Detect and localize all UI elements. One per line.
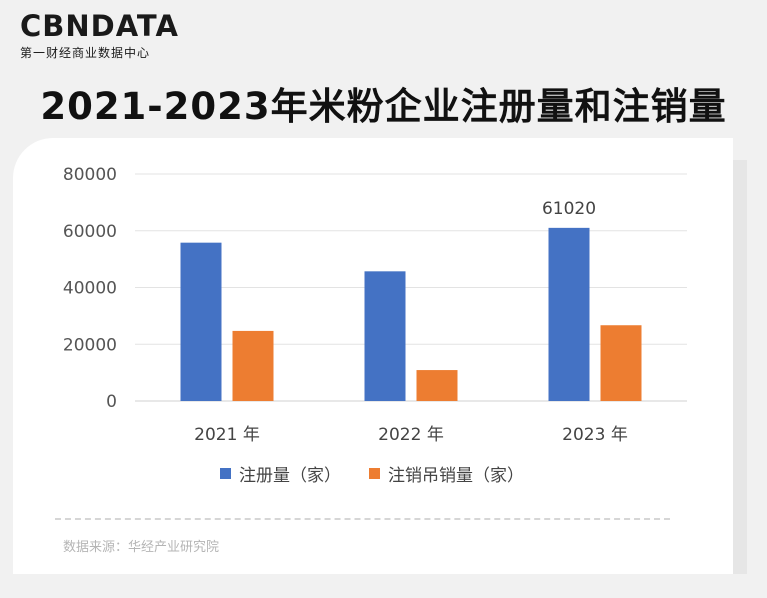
x-tick-label: 2023 年 <box>562 425 628 445</box>
y-tick-label: 0 <box>106 392 117 412</box>
y-tick-label: 20000 <box>63 335 117 355</box>
y-tick-label: 60000 <box>63 222 117 242</box>
brand-logo: CBNDATA 第一财经商业数据中心 <box>20 10 179 61</box>
data-label: 61020 <box>542 199 596 219</box>
y-tick-label: 80000 <box>63 165 117 185</box>
legend-item-cancelled: 注销吊销量（家） <box>369 461 524 486</box>
brand-tagline: 第一财经商业数据中心 <box>20 46 151 60</box>
bar-registered <box>364 271 406 401</box>
bar-cancelled <box>600 325 642 401</box>
bar-cancelled <box>416 370 458 401</box>
bar-cancelled <box>232 330 274 401</box>
chart-legend: 注册量（家） 注销吊销量（家） <box>220 461 524 486</box>
divider <box>55 518 670 520</box>
y-tick-label: 40000 <box>63 279 117 299</box>
legend-item-registered: 注册量（家） <box>220 461 341 486</box>
card-shadow <box>733 160 747 574</box>
legend-swatch-registered <box>220 468 231 479</box>
legend-label-registered: 注册量（家） <box>239 466 341 486</box>
x-tick-label: 2021 年 <box>194 425 260 445</box>
x-tick-label: 2022 年 <box>378 425 444 445</box>
legend-swatch-cancelled <box>369 468 380 479</box>
brand-name: CBNDATA <box>20 9 179 43</box>
data-source: 数据来源：华经产业研究院 <box>63 540 220 555</box>
bar-registered <box>548 227 590 401</box>
page-title: 2021-2023年米粉企业注册量和注销量 <box>40 85 727 128</box>
bar-registered <box>180 242 222 401</box>
legend-label-cancelled: 注销吊销量（家） <box>388 466 524 486</box>
